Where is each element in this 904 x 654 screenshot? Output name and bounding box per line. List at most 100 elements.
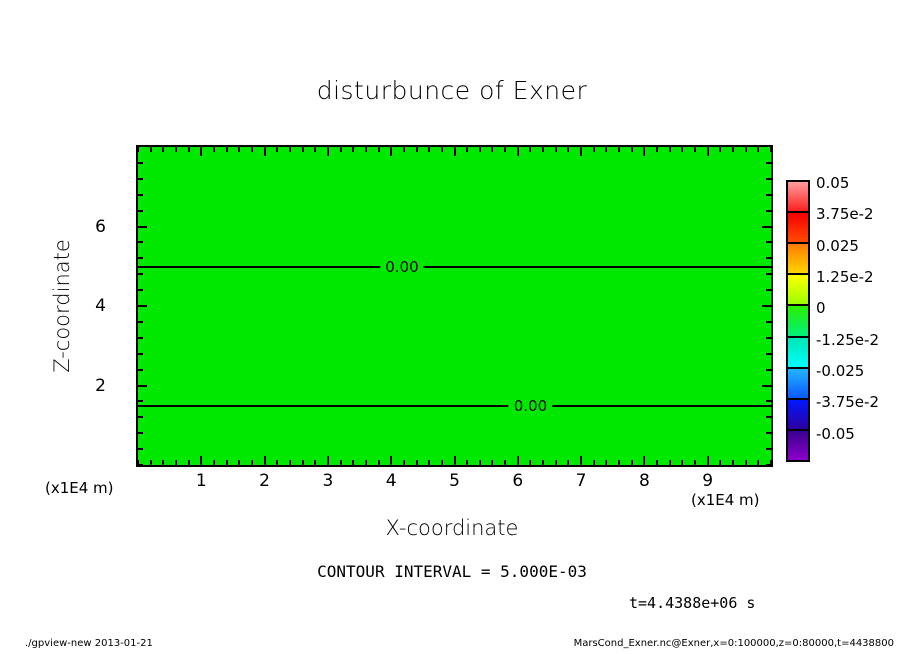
x-axis-tick-mark — [453, 147, 456, 156]
x-axis-tick-mark — [149, 460, 152, 465]
x-axis-tick-mark — [643, 456, 646, 465]
y-axis-tick-mark — [766, 209, 771, 212]
x-axis-tick-mark — [187, 147, 190, 152]
x-axis-tick-mark — [288, 147, 291, 152]
x-axis-tick-mark — [694, 460, 697, 465]
x-axis-tick-mark — [162, 147, 165, 152]
colorbar-tick-label: -0.05 — [816, 424, 855, 443]
x-axis-tick-label: 6 — [512, 471, 524, 491]
x-axis-tick-mark — [276, 460, 279, 465]
x-axis-tick-mark — [504, 460, 507, 465]
x-axis-tick-mark — [212, 460, 215, 465]
y-axis-tick-mark — [766, 241, 771, 244]
y-axis-tick-mark — [138, 448, 143, 451]
x-axis-tick-label: 2 — [259, 471, 271, 491]
x-axis-tick-mark — [744, 147, 747, 152]
y-axis-tick-mark — [138, 225, 147, 228]
footer-command-label: ./gpview-new 2013-01-21 — [25, 638, 153, 649]
x-axis-tick-mark — [138, 460, 139, 465]
x-axis-tick-mark — [352, 147, 355, 152]
x-axis-tick-label: 1 — [195, 471, 207, 491]
y-axis-tick-mark — [766, 257, 771, 260]
x-axis-title: X-coordinate — [385, 516, 519, 540]
x-axis-tick-mark — [402, 147, 405, 152]
y-axis-tick-mark — [766, 352, 771, 355]
x-axis-tick-mark — [681, 460, 684, 465]
x-axis-tick-mark — [770, 460, 771, 465]
y-axis-tick-mark — [138, 177, 143, 180]
y-axis-tick-mark — [762, 225, 771, 228]
contour-line — [138, 266, 771, 269]
x-axis-tick-mark — [377, 147, 380, 152]
x-axis-tick-mark — [643, 147, 646, 156]
colorbar-tick-label: 0.05 — [816, 174, 850, 192]
x-axis-tick-mark — [656, 460, 659, 465]
contour-label: 0.00 — [380, 259, 424, 276]
y-axis-tick-mark — [138, 352, 143, 355]
x-axis-tick-mark — [402, 460, 405, 465]
x-axis-tick-mark — [542, 147, 545, 152]
colorbar-band — [788, 335, 808, 367]
time-annotation: t=4.4388e+06 s — [629, 594, 756, 612]
footer-source-label: MarsCond_Exner.nc@Exner,x=0:100000,z=0:8… — [573, 638, 894, 649]
x-axis-tick-mark — [301, 460, 304, 465]
y-axis-title: Z-coordinate — [50, 239, 74, 373]
x-axis-tick-mark — [352, 460, 355, 465]
y-axis-unit-label: (x1E4 m) — [45, 479, 114, 497]
x-axis-tick-mark — [656, 147, 659, 152]
colorbar-band — [788, 428, 808, 460]
x-axis-tick-mark — [744, 460, 747, 465]
x-axis-tick-mark — [491, 147, 494, 152]
x-axis-tick-mark — [162, 460, 165, 465]
x-axis-tick-mark — [529, 147, 532, 152]
x-axis-tick-mark — [478, 460, 481, 465]
colorbar-tick-label: -1.25e-2 — [816, 330, 879, 349]
x-axis-tick-mark — [200, 456, 203, 465]
x-axis-tick-mark — [212, 147, 215, 152]
colorbar — [786, 180, 810, 462]
x-axis-tick-mark — [567, 460, 570, 465]
x-axis-tick-mark — [630, 147, 633, 152]
y-axis-tick-mark — [766, 193, 771, 196]
y-axis-tick-mark — [766, 432, 771, 435]
y-axis-tick-mark — [138, 289, 143, 292]
y-axis-tick-mark — [138, 209, 143, 212]
x-axis-tick-mark — [719, 460, 722, 465]
contour-line — [138, 405, 771, 408]
x-axis-tick-mark — [478, 147, 481, 152]
x-axis-tick-mark — [326, 147, 329, 156]
x-axis-tick-mark — [757, 460, 760, 465]
x-axis-tick-mark — [339, 460, 342, 465]
x-axis-tick-mark — [174, 147, 177, 152]
x-axis-tick-mark — [554, 460, 557, 465]
x-axis-tick-mark — [288, 460, 291, 465]
x-axis-tick-mark — [592, 147, 595, 152]
x-axis-tick-label: 7 — [575, 471, 587, 491]
colorbar-band — [788, 273, 808, 305]
x-axis-tick-mark — [225, 147, 228, 152]
y-axis-tick-mark — [138, 257, 143, 260]
plot-frame: 0.00 0.00 — [136, 145, 773, 467]
y-axis-tick-mark — [766, 464, 771, 465]
colorbar-tick-label: -3.75e-2 — [816, 393, 879, 412]
x-axis-tick-mark — [314, 147, 317, 152]
x-axis-tick-mark — [263, 456, 266, 465]
x-axis-tick-mark — [200, 147, 203, 156]
y-axis-tick-mark — [766, 448, 771, 451]
colorbar-band — [788, 211, 808, 243]
x-axis-tick-mark — [706, 456, 709, 465]
x-axis-tick-mark — [466, 460, 469, 465]
x-axis-tick-mark — [580, 456, 583, 465]
y-axis-tick-mark — [766, 336, 771, 339]
page-title: disturbunce of Exner — [316, 76, 588, 105]
x-axis-tick-mark — [732, 147, 735, 152]
x-axis-unit-label: (x1E4 m) — [691, 491, 760, 509]
x-axis-tick-mark — [377, 460, 380, 465]
contour-interval-note: CONTOUR INTERVAL = 5.000E-03 — [317, 562, 587, 581]
y-axis-tick-mark — [138, 432, 143, 435]
colorbar-band — [788, 366, 808, 398]
y-axis-tick-mark — [138, 273, 143, 276]
colorbar-band — [788, 182, 808, 212]
x-axis-tick-mark — [466, 147, 469, 152]
x-axis-tick-mark — [440, 147, 443, 152]
